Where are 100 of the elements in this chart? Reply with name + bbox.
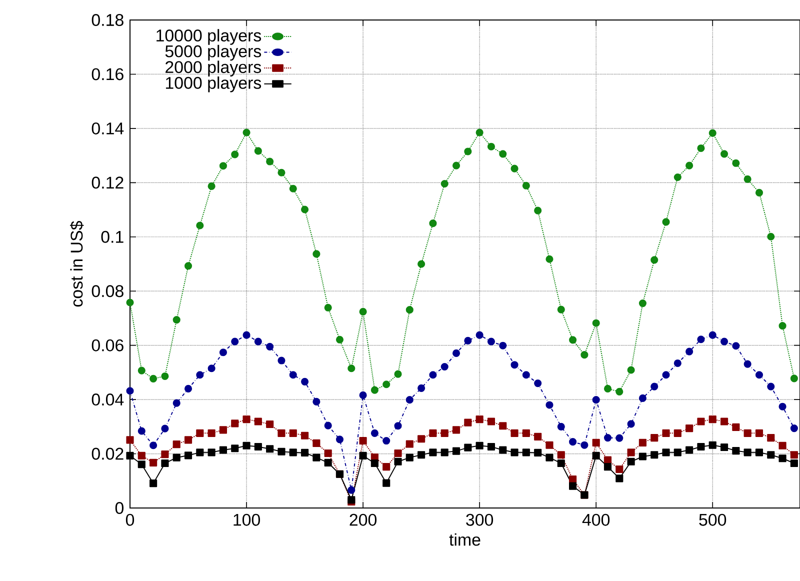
- point: [289, 184, 297, 192]
- point: [592, 319, 600, 327]
- point: [394, 449, 402, 458]
- point: [242, 416, 250, 424]
- point: [278, 429, 286, 437]
- point: [452, 162, 460, 170]
- point: [720, 443, 728, 452]
- point: [476, 331, 484, 339]
- point: [429, 448, 437, 456]
- point: [627, 366, 635, 374]
- point: [790, 374, 798, 382]
- point: [254, 418, 262, 426]
- point: [604, 384, 612, 392]
- point: [732, 342, 740, 350]
- x-tick-label: 300: [466, 514, 494, 526]
- point: [697, 144, 705, 152]
- point: [150, 458, 158, 467]
- y-tick-label: 0.06: [92, 339, 124, 352]
- point: [569, 438, 577, 446]
- y-tick-label: 0.12: [92, 176, 124, 189]
- point: [440, 429, 448, 437]
- point: [569, 482, 577, 490]
- point: [150, 480, 158, 488]
- point: [278, 168, 286, 176]
- point: [662, 218, 670, 226]
- point: [359, 452, 367, 460]
- x-tick-label: 100: [234, 514, 260, 526]
- point: [732, 159, 740, 167]
- point: [359, 391, 367, 400]
- x-tick-label: 0: [126, 514, 134, 526]
- point: [534, 448, 542, 456]
- point: [242, 128, 250, 136]
- point: [510, 164, 518, 172]
- point: [324, 422, 332, 430]
- point: [452, 349, 460, 357]
- point: [266, 420, 274, 428]
- point: [161, 459, 169, 468]
- point: [440, 180, 448, 188]
- point: [674, 173, 682, 182]
- point: [674, 448, 682, 456]
- point: [510, 361, 518, 369]
- y-tick-label: 0.04: [92, 394, 124, 406]
- point: [394, 422, 402, 430]
- point: [638, 452, 646, 460]
- point: [592, 438, 600, 446]
- point: [592, 452, 600, 460]
- point: [534, 206, 542, 214]
- point: [592, 396, 600, 404]
- point: [184, 262, 192, 270]
- point: [464, 444, 472, 452]
- point: [487, 338, 496, 346]
- point: [172, 316, 180, 324]
- point: [569, 475, 577, 484]
- point: [732, 447, 740, 455]
- point: [150, 442, 158, 450]
- point: [464, 148, 472, 156]
- point: [208, 182, 216, 190]
- point: [499, 150, 507, 158]
- point: [359, 436, 367, 445]
- point: [638, 300, 646, 308]
- point: [569, 336, 577, 344]
- point: [744, 429, 752, 437]
- point: [126, 298, 134, 306]
- point: [184, 452, 192, 460]
- y-axis-title: cost in US$: [70, 220, 84, 307]
- point: [336, 436, 344, 444]
- point: [382, 436, 390, 445]
- point: [697, 336, 705, 344]
- point: [720, 418, 728, 426]
- point: [312, 439, 320, 447]
- point: [720, 150, 728, 158]
- point: [604, 463, 612, 471]
- point: [604, 434, 612, 442]
- point: [534, 432, 542, 440]
- point: [767, 434, 775, 442]
- point: [476, 128, 484, 136]
- point: [231, 150, 239, 158]
- point: [487, 142, 496, 150]
- point: [184, 384, 192, 392]
- legend-label: 2000 players: [166, 60, 262, 76]
- y-tick-label: 0.1: [101, 230, 124, 243]
- point: [708, 416, 716, 424]
- point: [394, 370, 402, 378]
- point: [312, 398, 320, 406]
- point: [370, 429, 378, 437]
- point: [196, 448, 204, 456]
- point: [161, 372, 169, 380]
- x-tick-label: 500: [699, 514, 726, 526]
- point: [755, 429, 764, 437]
- point: [510, 429, 518, 437]
- point: [208, 448, 216, 456]
- point: [708, 441, 716, 449]
- point: [452, 426, 460, 434]
- point: [720, 338, 728, 346]
- point: [604, 456, 612, 464]
- point: [546, 441, 554, 449]
- point: [790, 424, 798, 432]
- point: [580, 441, 588, 449]
- point: [686, 162, 694, 170]
- point: [324, 458, 332, 467]
